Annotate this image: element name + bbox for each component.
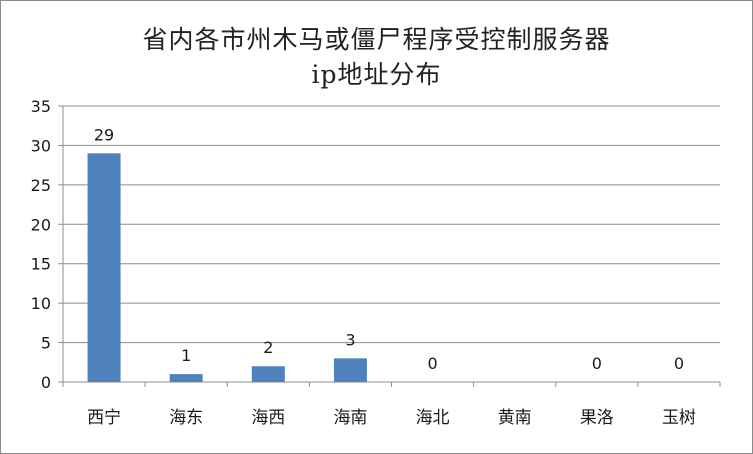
x-tick-label: 玉树: [662, 408, 696, 428]
bar: [251, 366, 285, 382]
data-label: 2: [263, 338, 273, 357]
chart-subtitle: ip地址分布: [311, 60, 442, 89]
data-label: 1: [181, 346, 191, 365]
x-tick-label: 海北: [416, 408, 450, 428]
bar: [333, 358, 367, 382]
y-tick-label: 30: [31, 136, 51, 155]
data-label: 0: [674, 354, 684, 373]
y-tick-label: 0: [41, 373, 51, 392]
y-tick-label: 10: [31, 294, 51, 313]
y-tick-label: 20: [31, 215, 51, 234]
chart-title: 省内各市州木马或僵尸程序受控制服务器: [142, 25, 611, 54]
x-tick-label: 海西: [251, 408, 285, 428]
y-tick-label: 25: [31, 176, 51, 195]
data-label: 3: [345, 330, 355, 349]
x-tick-label: 海东: [169, 408, 203, 428]
bar: [87, 153, 121, 382]
y-tick-label: 5: [41, 334, 51, 353]
x-tick-label: 海南: [333, 408, 367, 428]
x-tick-label: 果洛: [580, 408, 614, 428]
y-tick-label: 35: [31, 97, 51, 116]
bar: [169, 374, 203, 382]
x-tick-label: 黄南: [498, 408, 532, 428]
data-label: 0: [592, 354, 602, 373]
data-label: 0: [427, 354, 437, 373]
y-tick-label: 15: [31, 255, 51, 274]
x-tick-label: 西宁: [87, 408, 121, 428]
data-label: 29: [94, 125, 114, 144]
